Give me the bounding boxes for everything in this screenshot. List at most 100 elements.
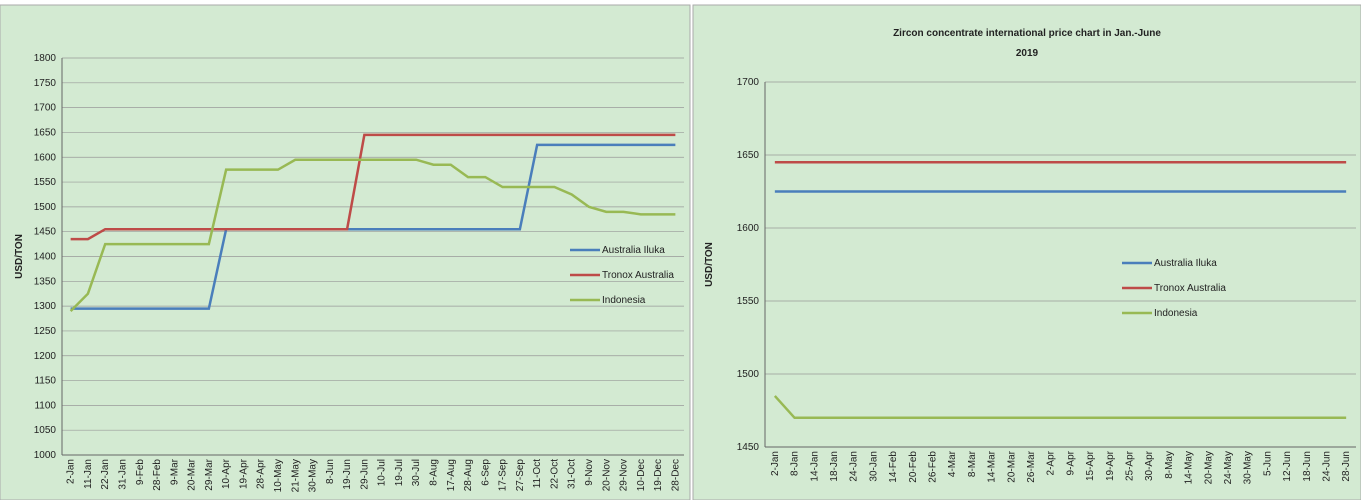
series-line xyxy=(69,158,676,312)
y-tick-label: 1400 xyxy=(34,252,57,263)
y-tick-label: 1450 xyxy=(34,227,57,238)
x-tick-label: 20-Feb xyxy=(908,451,919,483)
y-axis-label: USD/TON xyxy=(704,242,715,287)
series-line xyxy=(70,133,676,241)
x-tick-label: 28-Apr xyxy=(256,458,267,489)
y-tick-label: 1600 xyxy=(737,223,760,234)
x-tick-label: 12-Jun xyxy=(1282,451,1293,482)
y-tick-label: 1450 xyxy=(737,442,760,453)
x-tick-label: 8-Jun xyxy=(325,459,336,484)
x-tick-label: 29-Jun xyxy=(359,459,370,490)
x-tick-label: 9-Feb xyxy=(135,459,146,486)
y-tick-label: 1650 xyxy=(34,127,57,138)
y-tick-label: 1300 xyxy=(34,301,57,312)
x-tick-label: 2-Jan xyxy=(770,451,781,476)
x-tick-label: 22-Jan xyxy=(100,459,111,490)
x-tick-label: 14-Feb xyxy=(888,451,899,483)
y-tick-label: 1050 xyxy=(34,425,57,436)
x-tick-label: 21-May xyxy=(290,459,301,492)
y-tick-label: 1500 xyxy=(34,202,57,213)
x-tick-label: 24-Jun xyxy=(1321,451,1332,482)
y-tick-label: 1250 xyxy=(34,326,57,337)
x-tick-label: 8-Aug xyxy=(428,459,439,486)
x-tick-label: 17-Aug xyxy=(446,459,457,491)
x-tick-label: 10-May xyxy=(273,459,284,492)
x-tick-label: 30-Jul xyxy=(411,459,422,486)
x-tick-label: 28-Jun xyxy=(1341,451,1352,482)
x-tick-label: 28-Aug xyxy=(463,459,474,491)
chart-title: Zircon concentrate international price c… xyxy=(893,28,1161,59)
y-tick-label: 1100 xyxy=(34,400,56,411)
x-tick-label: 30-Apr xyxy=(1144,450,1155,481)
x-tick-label: 6-Sep xyxy=(480,459,491,486)
x-tick-label: 26-Feb xyxy=(927,451,938,483)
y-tick-label: 1200 xyxy=(34,351,57,362)
x-tick-label: 4-Mar xyxy=(947,450,958,477)
x-tick-label: 15-Apr xyxy=(1085,450,1096,481)
x-tick-label: 9-Nov xyxy=(584,459,595,486)
y-axis-label: USD/TON xyxy=(14,234,25,279)
y-tick-label: 1800 xyxy=(34,53,57,64)
y-tick-label: 1500 xyxy=(737,369,760,380)
y-tick-label: 1700 xyxy=(34,103,57,114)
series-line xyxy=(70,143,676,310)
x-tick-label: 19-Jul xyxy=(394,459,405,486)
x-tick-label: 20-Nov xyxy=(601,459,612,491)
x-tick-label: 31-Jan xyxy=(117,459,128,490)
x-tick-label: 24-Jan xyxy=(849,451,860,482)
x-tick-label: 10-Apr xyxy=(221,458,232,489)
x-tick-label: 11-Oct xyxy=(532,459,543,488)
x-tick-label: 11-Jan xyxy=(83,459,94,489)
y-tick-label: 1000 xyxy=(34,450,57,461)
x-tick-label: 2-Apr xyxy=(1046,450,1057,475)
y-tick-label: 1600 xyxy=(34,152,57,163)
legend-label: Indonesia xyxy=(602,295,646,306)
x-tick-label: 28-Dec xyxy=(670,459,681,491)
y-tick-label: 1650 xyxy=(737,150,760,161)
x-tick-label: 30-May xyxy=(308,459,319,492)
x-tick-label: 20-Mar xyxy=(1006,450,1017,482)
x-tick-label: 5-Jun xyxy=(1262,451,1273,476)
series-line xyxy=(773,395,1347,420)
x-tick-label: 18-Jun xyxy=(1302,451,1313,482)
y-tick-label: 1550 xyxy=(34,177,57,188)
x-tick-label: 19-Jun xyxy=(342,459,353,490)
legend-label: Australia Iluka xyxy=(602,245,665,256)
x-tick-label: 14-May xyxy=(1184,451,1195,484)
legend-label: Australia Iluka xyxy=(1154,258,1217,269)
x-tick-label: 9-Mar xyxy=(169,458,180,485)
x-tick-label: 19-Dec xyxy=(653,459,664,491)
x-tick-label: 20-Mar xyxy=(187,458,198,490)
legend-label: Tronox Australia xyxy=(1154,283,1226,294)
x-tick-label: 8-Mar xyxy=(967,450,978,477)
x-tick-label: 8-Jan xyxy=(790,451,801,476)
x-tick-label: 29-Mar xyxy=(204,458,215,490)
y-tick-label: 1350 xyxy=(34,276,57,287)
x-tick-label: 10-Dec xyxy=(636,459,647,491)
x-tick-label: 30-May xyxy=(1243,451,1254,484)
x-tick-label: 19-Apr xyxy=(1105,450,1116,481)
chart-background xyxy=(0,4,691,500)
x-tick-label: 22-Oct xyxy=(549,459,560,489)
x-tick-label: 14-Jan xyxy=(809,451,820,482)
chart-background xyxy=(692,4,1361,500)
x-tick-label: 9-Apr xyxy=(1065,450,1076,475)
x-tick-label: 29-Nov xyxy=(619,459,630,491)
y-tick-label: 1750 xyxy=(34,78,57,89)
x-tick-label: 28-Feb xyxy=(152,459,163,491)
x-tick-label: 31-Oct xyxy=(567,459,578,489)
y-tick-label: 1550 xyxy=(737,296,760,307)
legend-label: Indonesia xyxy=(1154,308,1198,319)
legend-label: Tronox Australia xyxy=(602,270,674,281)
x-tick-label: 30-Jan xyxy=(868,451,879,482)
x-tick-label: 17-Sep xyxy=(498,459,509,492)
x-tick-label: 14-Mar xyxy=(987,450,998,482)
y-tick-label: 1700 xyxy=(737,77,760,88)
x-tick-label: 2-Jan xyxy=(66,459,77,484)
x-tick-label: 25-Apr xyxy=(1124,450,1135,481)
x-tick-label: 8-May xyxy=(1164,451,1175,479)
x-tick-label: 27-Sep xyxy=(515,459,526,492)
x-tick-label: 24-May xyxy=(1223,451,1234,484)
